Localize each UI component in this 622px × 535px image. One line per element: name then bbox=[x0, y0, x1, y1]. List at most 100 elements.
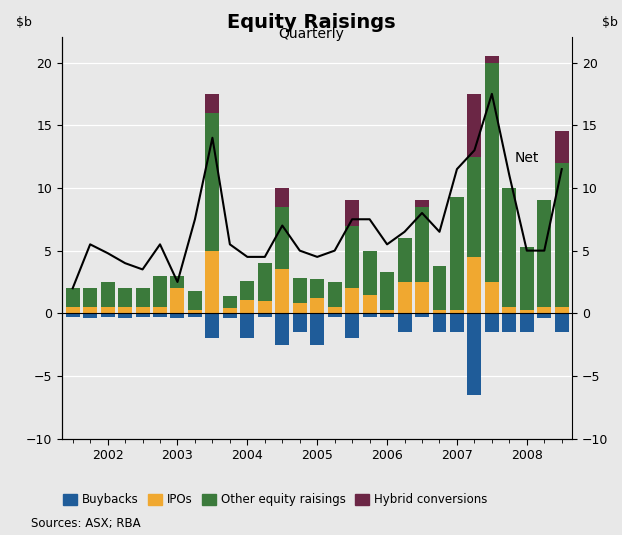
Bar bbox=[520, 247, 534, 310]
Bar bbox=[170, 288, 185, 314]
Bar bbox=[415, 282, 429, 314]
Bar bbox=[136, 307, 149, 314]
Bar bbox=[503, 314, 516, 332]
Bar bbox=[555, 314, 569, 332]
Bar bbox=[258, 263, 272, 301]
Bar bbox=[310, 279, 324, 298]
Bar bbox=[432, 266, 447, 310]
Bar bbox=[555, 307, 569, 314]
Bar bbox=[485, 282, 499, 314]
Bar bbox=[468, 314, 481, 395]
Text: Net: Net bbox=[514, 151, 539, 165]
Bar bbox=[432, 314, 447, 332]
Bar bbox=[205, 250, 220, 314]
Bar bbox=[205, 314, 220, 338]
Bar bbox=[276, 207, 289, 270]
Bar bbox=[153, 314, 167, 317]
Bar bbox=[415, 314, 429, 317]
Bar bbox=[537, 307, 551, 314]
Bar bbox=[485, 56, 499, 63]
Bar bbox=[293, 314, 307, 332]
Text: Equity Raisings: Equity Raisings bbox=[226, 13, 396, 33]
Bar bbox=[555, 132, 569, 163]
Bar bbox=[205, 113, 220, 250]
Bar bbox=[101, 307, 114, 314]
Bar bbox=[188, 291, 202, 310]
Bar bbox=[397, 282, 412, 314]
Bar bbox=[468, 157, 481, 257]
Bar bbox=[468, 94, 481, 157]
Bar bbox=[503, 307, 516, 314]
Bar bbox=[555, 163, 569, 307]
Bar bbox=[258, 301, 272, 314]
Bar bbox=[345, 226, 359, 288]
Bar bbox=[397, 238, 412, 282]
Bar bbox=[310, 314, 324, 345]
Text: Sources: ASX; RBA: Sources: ASX; RBA bbox=[31, 517, 141, 530]
Bar bbox=[363, 294, 376, 314]
Bar bbox=[450, 310, 464, 314]
Bar bbox=[153, 276, 167, 307]
Bar bbox=[328, 314, 341, 317]
Bar bbox=[83, 307, 97, 314]
Bar bbox=[450, 314, 464, 332]
Text: Quarterly: Quarterly bbox=[278, 27, 344, 41]
Bar bbox=[66, 314, 80, 317]
Bar bbox=[118, 288, 132, 307]
Bar bbox=[328, 282, 341, 307]
Bar bbox=[83, 288, 97, 307]
Bar bbox=[328, 307, 341, 314]
Bar bbox=[537, 201, 551, 307]
Bar bbox=[503, 188, 516, 307]
Bar bbox=[450, 197, 464, 310]
Bar bbox=[170, 314, 185, 318]
Bar bbox=[397, 314, 412, 332]
Bar bbox=[101, 282, 114, 307]
Bar bbox=[188, 314, 202, 317]
Bar bbox=[223, 314, 237, 318]
Bar bbox=[240, 314, 254, 338]
Bar bbox=[276, 270, 289, 314]
Bar bbox=[240, 300, 254, 314]
Bar bbox=[468, 257, 481, 314]
Bar bbox=[345, 288, 359, 314]
Bar bbox=[380, 310, 394, 314]
Bar bbox=[223, 296, 237, 308]
Bar bbox=[485, 63, 499, 282]
Bar bbox=[258, 314, 272, 317]
Bar bbox=[118, 314, 132, 318]
Bar bbox=[415, 201, 429, 207]
Bar bbox=[83, 314, 97, 318]
Bar bbox=[363, 314, 376, 317]
Bar bbox=[136, 288, 149, 307]
Text: $b: $b bbox=[16, 17, 32, 29]
Bar bbox=[240, 281, 254, 300]
Bar bbox=[345, 201, 359, 226]
Bar bbox=[276, 314, 289, 345]
Bar bbox=[345, 314, 359, 338]
Bar bbox=[136, 314, 149, 317]
Bar bbox=[380, 272, 394, 310]
Bar bbox=[223, 308, 237, 314]
Bar bbox=[118, 307, 132, 314]
Bar bbox=[432, 310, 447, 314]
Bar bbox=[520, 310, 534, 314]
Bar bbox=[293, 303, 307, 314]
Bar bbox=[153, 307, 167, 314]
Bar bbox=[101, 314, 114, 317]
Bar bbox=[537, 314, 551, 318]
Bar bbox=[310, 298, 324, 314]
Bar bbox=[485, 314, 499, 332]
Bar bbox=[415, 207, 429, 282]
Bar bbox=[205, 94, 220, 113]
Text: $b: $b bbox=[602, 17, 618, 29]
Bar bbox=[520, 314, 534, 332]
Bar bbox=[170, 276, 185, 288]
Bar bbox=[276, 188, 289, 207]
Legend: Buybacks, IPOs, Other equity raisings, Hybrid conversions: Buybacks, IPOs, Other equity raisings, H… bbox=[58, 489, 492, 511]
Bar bbox=[293, 278, 307, 303]
Bar bbox=[188, 310, 202, 314]
Bar bbox=[380, 314, 394, 317]
Bar bbox=[66, 288, 80, 307]
Bar bbox=[363, 250, 376, 294]
